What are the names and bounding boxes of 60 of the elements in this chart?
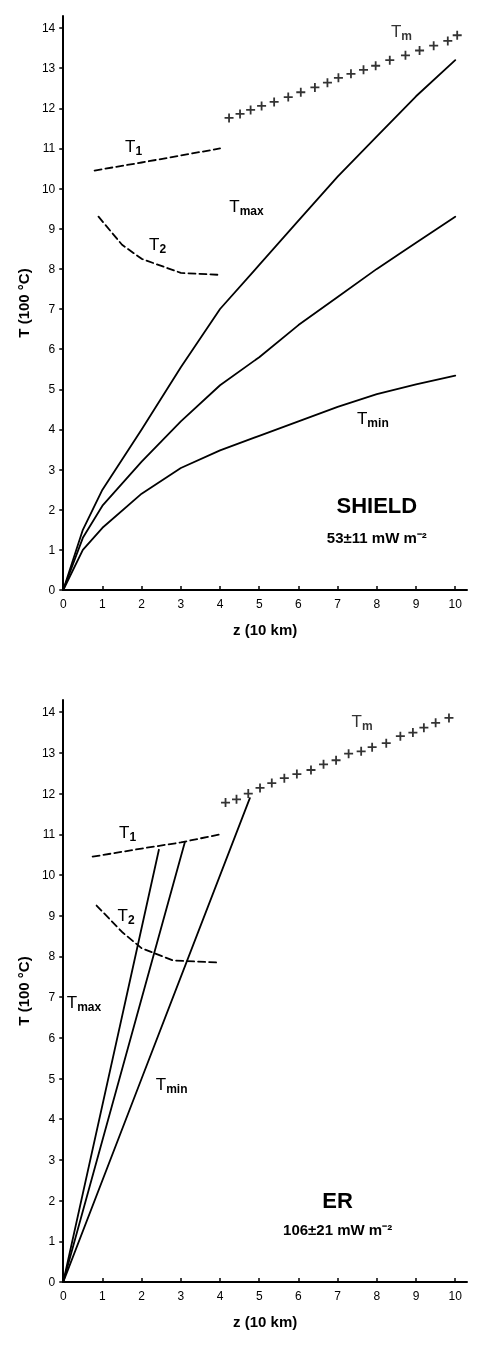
y-tick-label: 1: [48, 1234, 56, 1249]
x-tick-label: 4: [216, 597, 224, 611]
y-tick-label: 11: [42, 141, 56, 156]
y-tick-label: 1: [48, 542, 56, 557]
y-tick-label: 12: [41, 786, 56, 801]
y-tick-label: 10: [41, 868, 56, 883]
y-tick-label: 10: [41, 181, 56, 196]
annotation: 53±11 mW m⁻²: [326, 529, 427, 547]
x-tick-label: 4: [216, 1289, 224, 1303]
y-axis-title: T (100 °C): [15, 268, 32, 338]
x-tick-label: 1: [99, 597, 107, 611]
y-tick-label: 0: [48, 583, 56, 597]
x-tick-label: 1: [99, 1289, 107, 1303]
x-tick-label: 10: [448, 1289, 463, 1303]
x-tick-label: 2: [138, 1289, 146, 1303]
y-tick-label: 3: [48, 462, 56, 477]
y-tick-label: 14: [41, 21, 56, 36]
y-tick-label: 4: [48, 422, 56, 437]
y-axis-title: T (100 °C): [15, 956, 32, 1026]
y-tick-label: 12: [41, 101, 56, 116]
x-tick-label: 9: [412, 597, 420, 611]
x-tick-label: 3: [177, 1289, 185, 1303]
x-tick-label: 8: [373, 1289, 381, 1303]
x-axis-title: z (10 km): [233, 1313, 298, 1330]
y-tick-label: 13: [41, 745, 56, 760]
y-tick-label: 9: [48, 908, 56, 923]
x-tick-label: 0: [59, 1289, 67, 1303]
x-tick-label: 10: [448, 597, 463, 611]
y-tick-label: 4: [48, 1112, 56, 1127]
y-tick-label: 9: [48, 221, 56, 236]
y-tick-label: 8: [48, 261, 56, 276]
y-tick-label: 2: [48, 502, 56, 517]
y-tick-label: 6: [48, 342, 56, 357]
x-tick-label: 5: [255, 1289, 263, 1303]
x-tick-label: 2: [138, 597, 146, 611]
annotation: ER: [322, 1188, 354, 1214]
x-tick-label: 6: [295, 1289, 303, 1303]
y-tick-label: 11: [42, 827, 56, 842]
y-tick-label: 14: [41, 705, 56, 720]
y-tick-label: 0: [48, 1275, 56, 1289]
x-axis-title: z (10 km): [233, 621, 298, 638]
y-tick-label: 5: [48, 1071, 56, 1086]
y-tick-label: 13: [41, 61, 56, 76]
y-tick-label: 7: [48, 990, 56, 1005]
x-tick-label: 6: [295, 597, 303, 611]
x-tick-label: 7: [334, 597, 342, 611]
x-tick-label: 9: [412, 1289, 420, 1303]
y-tick-label: 5: [48, 382, 56, 397]
x-tick-label: 5: [255, 597, 263, 611]
y-tick-label: 3: [48, 1152, 56, 1167]
y-tick-label: 6: [48, 1030, 56, 1045]
x-tick-label: 8: [373, 597, 381, 611]
x-tick-label: 7: [334, 1289, 342, 1303]
y-tick-label: 8: [48, 949, 56, 964]
annotation: 106±21 mW m⁻²: [283, 1220, 393, 1238]
x-tick-label: 3: [177, 597, 185, 611]
y-tick-label: 7: [48, 302, 56, 317]
x-tick-label: 0: [59, 597, 67, 611]
annotation: SHIELD: [336, 493, 418, 519]
y-tick-label: 2: [48, 1193, 56, 1208]
